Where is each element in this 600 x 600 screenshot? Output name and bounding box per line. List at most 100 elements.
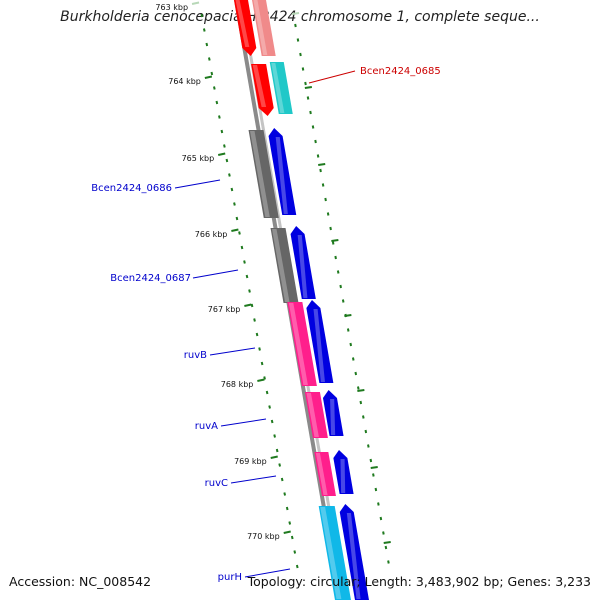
tick-label: 768 kbp — [221, 380, 254, 389]
cds-blue-ruvB-body — [306, 300, 334, 383]
label-leaders — [174, 70, 356, 578]
outer-ring-dot — [372, 473, 375, 477]
outer-ring-dot — [384, 545, 388, 550]
cds-blue-0686-body — [268, 128, 297, 215]
leader-line — [192, 269, 239, 279]
cds-blue-ruvB-shine — [313, 309, 325, 382]
inner-ring-dot — [205, 42, 209, 47]
outer-ring-dot — [329, 226, 332, 231]
outer-tick-mark — [383, 541, 391, 544]
cds-red-0685-shine — [252, 65, 267, 107]
cds-purH-shine — [320, 507, 342, 599]
inner-ring-dot — [290, 535, 294, 540]
outer-ring-dot — [359, 400, 363, 405]
outer-tick-mark — [318, 163, 326, 166]
outer-ring-dot — [369, 458, 373, 463]
cds-ruvC — [314, 452, 336, 496]
cds-gray-0687-body — [270, 228, 299, 303]
outer-tick-mark — [304, 86, 313, 89]
outer-ring-dot — [341, 299, 345, 303]
inner-ring-dot — [260, 361, 264, 366]
tick-mark — [204, 75, 213, 79]
tick-label: 766 kbp — [195, 230, 228, 239]
cds-ruvA-body — [304, 392, 328, 438]
tick-dots — [191, 1, 391, 569]
tick-mark — [231, 228, 239, 232]
cds-ruvA — [304, 392, 328, 438]
leader-line — [209, 347, 256, 356]
inner-ring-dot — [225, 158, 229, 163]
inner-ring-dot — [275, 448, 279, 453]
inner-ring-dot — [250, 303, 254, 308]
cds-blue-0687-shine — [297, 235, 308, 298]
cds-gray-0686 — [248, 130, 279, 218]
outer-ring-dot — [336, 270, 340, 274]
inner-ring-dot — [245, 274, 249, 279]
inner-ring-dot — [283, 492, 287, 496]
inner-ring-dot — [243, 260, 246, 264]
tick-labels: 763 kbp 764 kbp 765 kbp 766 kbp 767 kbp 768 k… — [155, 3, 279, 541]
tick-mark — [257, 378, 265, 382]
cds-cyan-0685-shine — [271, 63, 285, 113]
outer-ring-dot — [339, 284, 342, 289]
cds-red-top-body — [233, 0, 257, 56]
inner-ring-dot — [240, 245, 244, 250]
leader-line — [174, 179, 221, 189]
outer-ring-dot — [296, 38, 300, 42]
gene-label-Bcen2424_0686: Bcen2424_0686 — [91, 183, 172, 194]
tick-label: 765 kbp — [182, 154, 215, 163]
cds-cyan-0685 — [269, 62, 293, 114]
inner-ring-dot — [230, 187, 234, 192]
cds-blue-ruvA — [322, 390, 344, 436]
cds-purH-body — [318, 506, 351, 600]
cds-ruvB-body — [287, 302, 317, 386]
outer-ring-dot — [346, 328, 350, 332]
inner-ring-dot — [233, 202, 236, 206]
inner-ring-dot — [218, 115, 221, 119]
inner-ring-dot — [280, 477, 284, 482]
inner-ring-dot — [253, 318, 256, 322]
inner-ring-dot — [235, 216, 239, 221]
outer-ring-dot — [321, 183, 325, 187]
gene-label-purH: purH — [218, 572, 242, 583]
cds-blue-ruvA-body — [322, 390, 344, 436]
cds-ruvC-shine — [315, 453, 328, 495]
tick-mark — [283, 530, 291, 534]
cds-blue-ruvB — [306, 300, 334, 383]
inner-ring-dot — [202, 28, 206, 32]
inner-ring-dot — [210, 71, 214, 76]
cds-blue-purH — [339, 504, 369, 600]
outer-ring-dot — [354, 371, 358, 376]
outer-ring-dot — [351, 357, 355, 361]
inner-ring-dot — [220, 129, 224, 134]
outer-ring-dot — [382, 531, 385, 535]
gene-labels: Bcen2424_0685 Bcen2424_0686 Bcen2424_0687r… — [91, 66, 441, 583]
tick-mark — [244, 303, 252, 307]
outer-ring-dot — [362, 415, 365, 419]
outer-ring-dot — [306, 96, 310, 100]
inner-ring-dot — [285, 506, 289, 511]
cds-ruvA-shine — [306, 393, 319, 437]
cds-pink-top-shine — [253, 0, 268, 55]
outer-tick-mark — [357, 389, 365, 392]
outer-ring-dot — [319, 168, 322, 173]
tick-label: 763 kbp — [155, 3, 188, 12]
leader-line — [244, 568, 291, 578]
inner-ring-dot — [270, 419, 274, 424]
cds-gray-0686-body — [248, 130, 279, 218]
gene-label-ruvC: ruvC — [205, 478, 228, 489]
inner-ring-dot — [265, 390, 269, 395]
inner-ring-dot — [258, 347, 261, 351]
tick-label: 767 kbp — [208, 305, 241, 314]
tick-label: 764 kbp — [168, 77, 201, 86]
outer-ring-dot — [294, 23, 297, 28]
outer-ring-dot — [316, 154, 320, 158]
cds-blue-0687 — [290, 226, 316, 299]
outer-ring-dot — [304, 81, 307, 86]
outer-ring-dot — [356, 386, 360, 390]
cds-blue-ruvC-body — [333, 450, 354, 494]
tick-mark — [217, 152, 226, 156]
cds-blue-0687-body — [290, 226, 316, 299]
outer-ring-dot — [301, 67, 305, 71]
